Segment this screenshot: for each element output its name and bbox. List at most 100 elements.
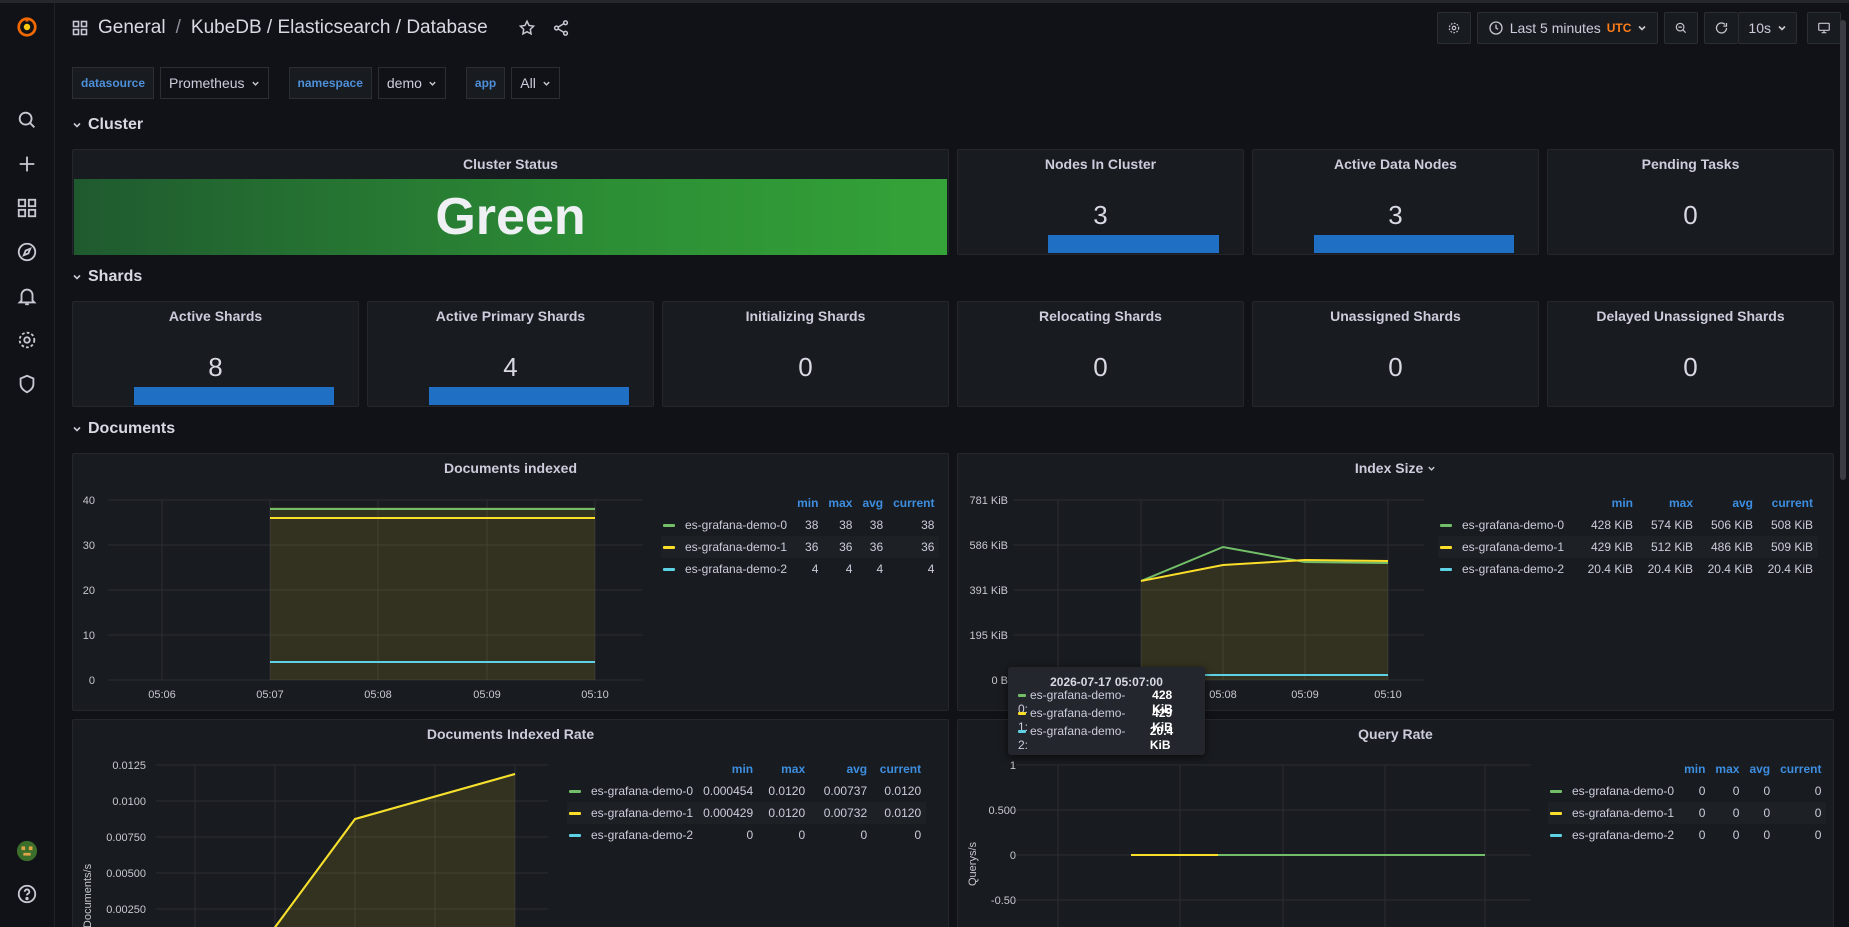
graph-index-size[interactable]: 781 KiB 586 KiB 391 KiB 195 KiB 0 B 05:0…	[958, 454, 1428, 710]
legend-header-max[interactable]: max	[781, 762, 806, 776]
grafana-logo-icon[interactable]	[14, 14, 40, 40]
panel-active-data-nodes[interactable]: Active Data Nodes 3	[1252, 149, 1539, 255]
legend-series-name[interactable]: es-grafana-demo-2	[685, 562, 788, 576]
legend-row[interactable]: es-grafana-demo-1 36 36 36 36	[661, 536, 940, 558]
row-header-documents[interactable]: Documents	[72, 417, 175, 441]
panel-pending-tasks[interactable]: Pending Tasks 0	[1547, 149, 1834, 255]
legend-series-name[interactable]: es-grafana-demo-1	[1462, 540, 1565, 554]
legend-header-min[interactable]: min	[731, 762, 754, 776]
graph-query-rate[interactable]: Querys/s 1 0.500 0 -0.50	[958, 720, 1538, 927]
legend-row[interactable]: es-grafana-demo-0 428 KiB 574 KiB 506 KiB 50…	[1438, 514, 1818, 536]
page-scrollbar[interactable]	[1840, 20, 1846, 480]
legend-header-avg[interactable]: avg	[1749, 762, 1771, 776]
legend-series-name[interactable]: es-grafana-demo-0	[685, 518, 788, 532]
share-icon[interactable]	[552, 19, 570, 37]
panel-shard-stat[interactable]: Initializing Shards 0	[662, 301, 949, 407]
legend-row[interactable]: es-grafana-demo-1 0.000429 0.0120 0.00732 0.…	[567, 802, 927, 824]
legend-series-name[interactable]: es-grafana-demo-1	[591, 806, 694, 820]
panel-shard-stat[interactable]: Active Primary Shards 4	[367, 301, 654, 407]
dashboard-settings-button[interactable]	[1436, 12, 1471, 44]
refresh-interval-picker[interactable]: 10s	[1738, 12, 1797, 44]
legend-series-name[interactable]: es-grafana-demo-2	[1462, 562, 1565, 576]
legend-header-min[interactable]: min	[1684, 762, 1706, 776]
legend-value: 0	[746, 828, 754, 842]
legend-header-current[interactable]: current	[879, 762, 922, 776]
legend-series-name[interactable]: es-grafana-demo-0	[591, 784, 694, 798]
y-axis-label: Documents/s	[82, 863, 94, 927]
panel-cluster-status[interactable]: Cluster Status Green	[72, 149, 949, 255]
plus-icon[interactable]	[14, 151, 40, 177]
legend-documents-indexed: min max avg current es-grafana-demo-0 38 38 38…	[661, 492, 940, 580]
timezone-label: UTC	[1606, 21, 1632, 35]
legend-row[interactable]: es-grafana-demo-1 429 KiB 512 KiB 486 KiB 50…	[1438, 536, 1818, 558]
y-tick-label: 0.0125	[112, 760, 146, 772]
legend-header-current[interactable]: current	[1771, 496, 1813, 510]
star-icon[interactable]	[518, 19, 536, 37]
graph-documents-indexed[interactable]: 40 30 20 10 0 05:06 05:07 05:08 05:09 05…	[73, 454, 653, 710]
row-header-shards[interactable]: Shards	[72, 265, 142, 289]
panel-shard-stat[interactable]: Active Shards 8	[72, 301, 359, 407]
legend-row[interactable]: es-grafana-demo-2 4 4 4 4	[661, 558, 939, 580]
chevron-down-icon[interactable]	[1427, 464, 1436, 473]
legend-query-rate: min max avg current es-grafana-demo-0 0 0 0 0 e…	[1548, 758, 1827, 846]
legend-header-max[interactable]: max	[1668, 496, 1693, 510]
zoom-out-button[interactable]	[1664, 12, 1699, 44]
search-icon[interactable]	[14, 107, 40, 133]
legend-header-min[interactable]: min	[1611, 496, 1633, 510]
variable-label-namespace: namespace	[288, 67, 372, 99]
server-admin-shield-icon[interactable]	[14, 371, 40, 397]
panel-shard-stat[interactable]: Relocating Shards 0	[957, 301, 1244, 407]
series-swatch	[1018, 712, 1026, 716]
legend-header-max[interactable]: max	[1715, 762, 1740, 776]
explore-compass-icon[interactable]	[14, 239, 40, 265]
legend-value: 36	[792, 536, 824, 558]
legend-row[interactable]: es-grafana-demo-0 0.000454 0.0120 0.00737 0.…	[567, 780, 926, 802]
breadcrumb-folder[interactable]: General	[98, 17, 166, 38]
legend-header-avg[interactable]: avg	[846, 762, 868, 776]
alerting-bell-icon[interactable]	[14, 283, 40, 309]
tooltip-value: 428 KiB	[1152, 688, 1173, 716]
legend-header-avg[interactable]: avg	[1732, 496, 1753, 510]
legend-header-current[interactable]: current	[1780, 762, 1822, 776]
variable-select-namespace[interactable]: demo	[377, 67, 446, 99]
legend-row[interactable]: es-grafana-demo-0 38 38 38 38	[661, 514, 939, 536]
legend-header-max[interactable]: max	[828, 496, 853, 510]
dashboards-icon[interactable]	[14, 195, 40, 221]
panel-title: Initializing Shards	[745, 308, 866, 324]
legend-header-current[interactable]: current	[893, 496, 935, 510]
user-avatar[interactable]	[14, 838, 40, 864]
refresh-button[interactable]	[1704, 12, 1739, 44]
chevron-down-icon	[1638, 25, 1646, 31]
graph-documents-indexed-rate[interactable]: Documents/s 0.0125 0.0100 0.00750 0.0050…	[73, 720, 553, 927]
legend-row[interactable]: es-grafana-demo-1 0 0 0 0	[1548, 802, 1827, 824]
legend-row[interactable]: es-grafana-demo-2 0 0 0 0	[1548, 824, 1826, 846]
legend-series-name[interactable]: es-grafana-demo-1	[685, 540, 788, 554]
row-header-cluster[interactable]: Cluster	[72, 113, 143, 137]
panel-nodes-in-cluster[interactable]: Nodes In Cluster 3	[957, 149, 1244, 255]
panel-documents-indexed-rate[interactable]: Documents Indexed Rate Documents/s 0.012…	[72, 719, 949, 927]
tv-mode-button[interactable]	[1807, 12, 1841, 44]
legend-series-name[interactable]: es-grafana-demo-1	[1572, 806, 1675, 820]
variable-select-app[interactable]: All	[511, 67, 560, 99]
legend-series-name[interactable]: es-grafana-demo-0	[1572, 784, 1675, 798]
graph-hover-tooltip: 2026-07-17 05:07:00 es-grafana-demo-0: 42…	[1008, 667, 1205, 755]
legend-value: 0	[914, 828, 922, 842]
legend-series-name[interactable]: es-grafana-demo-2	[591, 828, 694, 842]
legend-series-name[interactable]: es-grafana-demo-2	[1572, 828, 1675, 842]
legend-header-min[interactable]: min	[797, 496, 819, 510]
legend-series-name[interactable]: es-grafana-demo-0	[1462, 518, 1565, 532]
help-icon[interactable]	[14, 881, 40, 907]
configuration-gear-icon[interactable]	[14, 327, 40, 353]
panel-title: Relocating Shards	[1039, 308, 1162, 324]
variable-select-datasource[interactable]: Prometheus	[160, 67, 269, 99]
panel-query-rate[interactable]: Query Rate Querys/s 1 0.500 0 -0.50 min m…	[957, 719, 1834, 927]
legend-row[interactable]: es-grafana-demo-2 0 0 0 0	[567, 824, 926, 846]
panel-shard-stat[interactable]: Unassigned Shards 0	[1252, 301, 1539, 407]
time-range-picker[interactable]: Last 5 minutes UTC	[1476, 12, 1659, 44]
dashboard-title[interactable]: KubeDB / Elasticsearch / Database	[190, 17, 488, 38]
panel-shard-stat[interactable]: Delayed Unassigned Shards 0	[1547, 301, 1834, 407]
legend-header-avg[interactable]: avg	[862, 496, 884, 510]
legend-row[interactable]: es-grafana-demo-2 20.4 KiB 20.4 KiB 20.4 Ki…	[1438, 558, 1818, 580]
panel-documents-indexed[interactable]: Documents indexed 40 30 20 10 0 05:06 05…	[72, 453, 949, 711]
legend-row[interactable]: es-grafana-demo-0 0 0 0 0	[1548, 780, 1826, 802]
